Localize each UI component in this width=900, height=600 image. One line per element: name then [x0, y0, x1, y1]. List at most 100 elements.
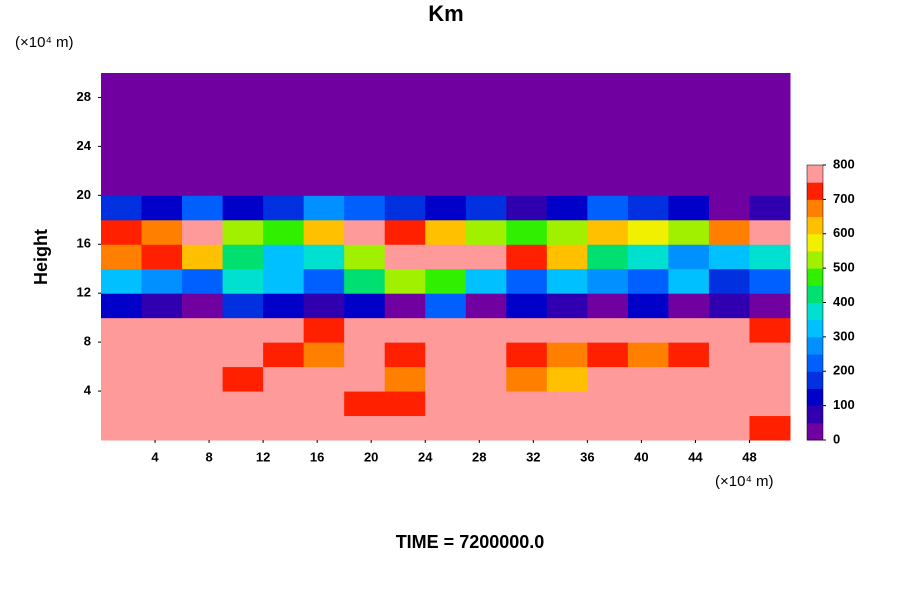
heatmap-cell	[425, 391, 467, 417]
heatmap-cell	[546, 293, 588, 319]
heatmap-cell	[627, 97, 669, 123]
heatmap-cell	[425, 415, 467, 441]
heatmap-cell	[627, 121, 669, 147]
heatmap-cell	[263, 415, 305, 441]
heatmap-cell	[182, 219, 224, 245]
colorbar-swatch	[807, 165, 823, 183]
heatmap-cell	[303, 366, 345, 392]
heatmap-cell	[587, 317, 629, 343]
heatmap-cell	[546, 219, 588, 245]
heatmap-cell	[182, 244, 224, 270]
colorbar-tick-label: 800	[833, 156, 855, 171]
heatmap-cell	[303, 97, 345, 123]
heatmap-cell	[222, 219, 264, 245]
heatmap-cell	[749, 73, 791, 98]
heatmap-cell	[384, 244, 426, 270]
heatmap-cell	[668, 121, 710, 147]
colorbar-swatch	[807, 319, 823, 338]
heatmap-cell	[749, 244, 791, 270]
y-tick-label: 8	[84, 334, 91, 349]
heatmap-cell	[749, 219, 791, 245]
colorbar-tick-label: 0	[833, 431, 840, 446]
heatmap-cell	[101, 244, 143, 270]
heatmap-cell	[668, 146, 710, 172]
heatmap-cell	[222, 170, 264, 196]
heatmap-cell	[263, 342, 305, 368]
heatmap-cell	[708, 170, 750, 196]
heatmap-cell	[141, 366, 183, 392]
heatmap-cell	[506, 342, 548, 368]
heatmap-cell	[263, 244, 305, 270]
heatmap-cell	[465, 366, 507, 392]
heatmap-cell	[384, 170, 426, 196]
heatmap-cell	[384, 342, 426, 368]
heatmap-cell	[425, 73, 467, 98]
heatmap-cell	[587, 391, 629, 417]
heatmap-cell	[263, 146, 305, 172]
heatmap-cell	[465, 415, 507, 441]
heatmap-cell	[303, 244, 345, 270]
heatmap-cell	[222, 244, 264, 270]
heatmap-cell	[303, 342, 345, 368]
heatmap-cell	[425, 317, 467, 343]
heatmap-cell	[384, 97, 426, 123]
heatmap-cell	[546, 121, 588, 147]
heatmap-cell	[465, 342, 507, 368]
heatmap-cell	[546, 146, 588, 172]
heatmap-cell	[425, 170, 467, 196]
heatmap-cell	[263, 170, 305, 196]
heatmap-cell	[465, 146, 507, 172]
heatmap-cell	[465, 195, 507, 221]
colorbar-swatch	[807, 233, 823, 252]
heatmap-cell	[182, 366, 224, 392]
colorbar-swatch	[807, 199, 823, 218]
heatmap-cell	[546, 195, 588, 221]
heatmap-cell	[101, 366, 143, 392]
heatmap-cell	[627, 391, 669, 417]
heatmap-cell	[465, 391, 507, 417]
heatmap-cell	[182, 415, 224, 441]
heatmap-cell	[141, 268, 183, 294]
colorbar-swatch	[807, 371, 823, 389]
heatmap-cell	[465, 73, 507, 98]
heatmap-cell	[344, 170, 386, 196]
heatmap-cell	[222, 121, 264, 147]
colorbar-swatch	[807, 250, 823, 269]
heatmap-cell	[668, 293, 710, 319]
colorbar-swatch	[807, 422, 823, 441]
heatmap-cell	[344, 97, 386, 123]
heatmap-cell	[708, 97, 750, 123]
x-tick-label: 36	[580, 449, 594, 464]
heatmap-cell	[546, 73, 588, 98]
heatmap-cell	[465, 219, 507, 245]
heatmap-cell	[263, 97, 305, 123]
x-tick-label: 8	[205, 449, 212, 464]
heatmap-cell	[587, 342, 629, 368]
heatmap-cell	[101, 268, 143, 294]
heatmap-cell	[506, 391, 548, 417]
y-tick-label: 12	[77, 285, 91, 300]
heatmap-cell	[101, 97, 143, 123]
heatmap-cell	[668, 268, 710, 294]
heatmap-cell	[506, 170, 548, 196]
heatmap-cell	[222, 268, 264, 294]
heatmap-cell	[546, 244, 588, 270]
y-unit-label: (×10⁴ m)	[15, 34, 74, 51]
heatmap-cell	[627, 146, 669, 172]
heatmap-cell	[546, 342, 588, 368]
heatmap-cell	[344, 73, 386, 98]
colorbar-tick-label: 400	[833, 294, 855, 309]
heatmap-cell	[668, 366, 710, 392]
heatmap-cell	[587, 219, 629, 245]
heatmap-cell	[182, 73, 224, 98]
colorbar-swatch	[807, 216, 823, 235]
heatmap-cell	[708, 121, 750, 147]
heatmap-cell	[425, 219, 467, 245]
heatmap-cell	[546, 366, 588, 392]
heatmap-cell	[627, 219, 669, 245]
heatmap-cell	[384, 391, 426, 417]
heatmap-cell	[587, 195, 629, 221]
heatmap-cell	[141, 73, 183, 98]
heatmap-cell	[506, 244, 548, 270]
